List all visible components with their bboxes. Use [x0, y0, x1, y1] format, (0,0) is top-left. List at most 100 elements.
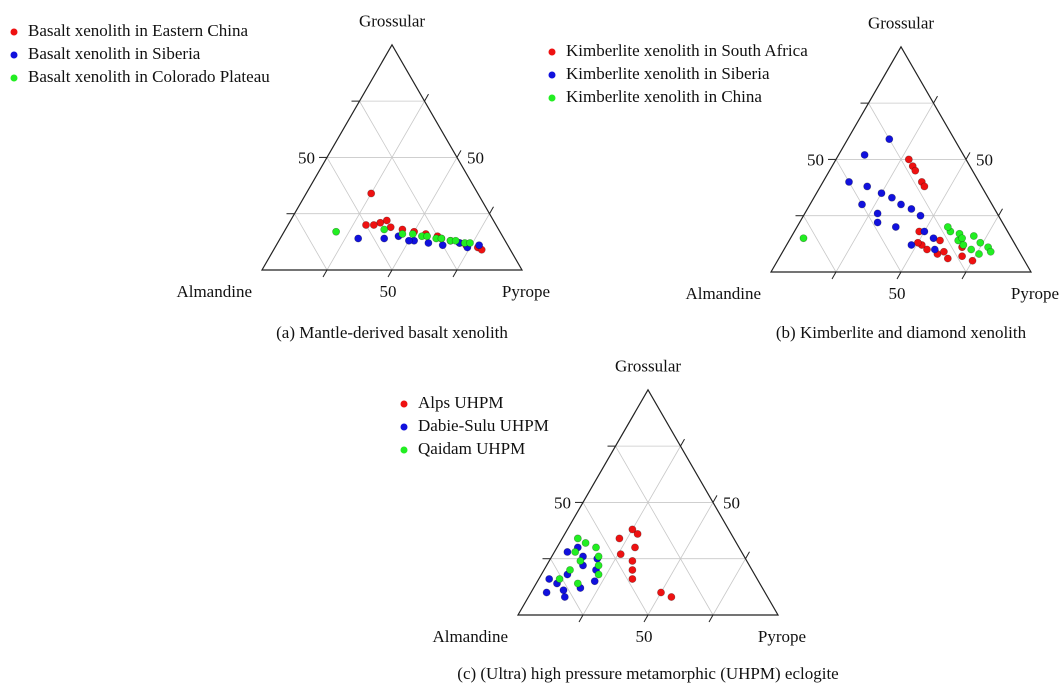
legend-label: Alps UHPM — [418, 393, 504, 412]
data-point — [404, 236, 413, 245]
legend-label: Qaidam UHPM — [418, 439, 525, 458]
data-point — [897, 200, 905, 209]
data-point — [930, 245, 939, 254]
axis-label: Almandine — [432, 627, 508, 646]
data-point — [542, 588, 551, 597]
tick-mark — [489, 206, 494, 214]
data-point — [916, 211, 925, 220]
data-point — [976, 238, 985, 247]
data-point — [799, 234, 808, 243]
tick-mark — [998, 208, 1003, 216]
tick-label: 50 — [380, 282, 397, 301]
data-point — [628, 566, 637, 574]
tick-label: 50 — [889, 284, 906, 303]
grid-line — [835, 159, 902, 273]
data-point — [858, 200, 866, 209]
tick-label: 50 — [554, 493, 571, 512]
data-point — [594, 561, 603, 570]
legend-label: Basalt xenolith in Siberia — [28, 44, 201, 63]
data-point — [958, 234, 966, 243]
tick-mark — [745, 551, 750, 559]
data-point — [940, 247, 948, 256]
grid-line — [647, 502, 714, 616]
data-point — [594, 570, 603, 579]
legend-marker — [400, 400, 408, 408]
grid-line — [326, 157, 393, 271]
data-point — [628, 557, 637, 565]
axis-label: Pyrope — [1011, 284, 1059, 303]
data-point — [615, 534, 624, 543]
data-point — [907, 205, 916, 213]
data-point — [438, 241, 447, 250]
data-point — [959, 241, 968, 249]
data-point — [873, 209, 882, 218]
data-point — [943, 254, 952, 263]
data-point — [560, 593, 569, 601]
data-point — [633, 530, 642, 538]
legend-marker — [10, 74, 18, 82]
data-point — [380, 225, 389, 234]
data-point — [559, 586, 568, 595]
legend-label: Kimberlite xenolith in China — [566, 87, 762, 106]
data-point — [631, 543, 639, 552]
data-point — [975, 250, 983, 258]
tick-mark — [933, 95, 938, 104]
grid-line — [294, 213, 328, 271]
data-point — [451, 236, 460, 245]
tick-label: 50 — [976, 150, 993, 169]
tick-mark — [322, 269, 328, 278]
tick-mark — [578, 614, 584, 623]
data-point — [563, 548, 572, 556]
data-point — [398, 230, 407, 238]
data-point — [923, 245, 931, 254]
tick-mark — [896, 271, 902, 280]
tick-mark — [965, 152, 971, 160]
data-point — [943, 223, 952, 231]
legend-label: Kimberlite xenolith in South Africa — [566, 41, 808, 60]
legend-label: Dabie-Sulu UHPM — [418, 416, 549, 435]
legend-label: Basalt xenolith in Eastern China — [28, 21, 248, 40]
data-point — [845, 178, 853, 186]
legend-marker — [548, 94, 556, 102]
data-point — [437, 234, 446, 243]
caption: (c) (Ultra) high pressure metamorphic (U… — [457, 664, 838, 683]
data-point — [581, 539, 590, 547]
legend-label: Basalt xenolith in Colorado Plateau — [28, 67, 270, 86]
grid-line — [900, 159, 967, 273]
axis-label: Almandine — [176, 282, 252, 301]
data-point — [424, 239, 433, 247]
data-point — [573, 579, 582, 588]
data-point — [929, 234, 938, 243]
data-point — [369, 221, 378, 229]
data-point — [958, 252, 966, 261]
data-point — [936, 236, 944, 245]
data-point — [920, 227, 929, 236]
data-point — [667, 593, 676, 601]
axis-label: Grossular — [868, 14, 934, 33]
tick-mark — [831, 271, 837, 280]
tick-mark — [708, 614, 714, 623]
data-point — [376, 218, 385, 227]
triangle-frame — [260, 43, 524, 271]
data-point — [590, 577, 599, 586]
data-point — [657, 588, 665, 597]
legend-marker — [10, 28, 18, 36]
grid-line — [326, 100, 425, 271]
legend-marker — [10, 51, 18, 59]
data-point — [594, 552, 603, 561]
axis-label: Pyrope — [502, 282, 550, 301]
grid-line — [582, 502, 649, 616]
data-point — [968, 256, 977, 265]
data-point — [354, 234, 363, 243]
data-point — [888, 193, 896, 202]
legend-label: Kimberlite xenolith in Siberia — [566, 64, 770, 83]
caption: (b) Kimberlite and diamond xenolith — [776, 323, 1027, 342]
legend-marker — [400, 446, 408, 454]
tick-mark — [961, 271, 967, 280]
data-point — [885, 135, 894, 144]
data-point — [386, 223, 395, 232]
data-point — [986, 247, 995, 256]
tick-mark — [387, 269, 393, 278]
axis-label: Grossular — [615, 357, 681, 376]
